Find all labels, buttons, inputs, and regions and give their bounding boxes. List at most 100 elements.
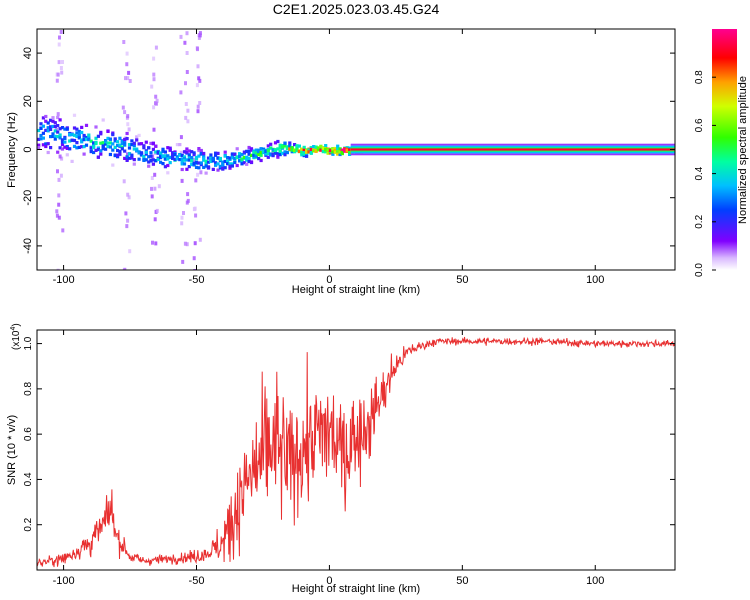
spectrogram-cell [113,137,117,141]
spectrogram-cell [163,150,167,154]
spectrogram-cell [240,162,244,166]
spectrogram-streak-cell [128,79,132,83]
spectrogram-cell [180,167,184,172]
spectrogram-streak-cell [125,51,129,56]
spectrogram-streak-cell [58,35,61,40]
spectrogram-cell [223,159,227,164]
spectrogram-cell [94,141,98,146]
spectrogram-cell [331,150,335,154]
spectrogram-cell [259,158,263,163]
spectrogram-cell [290,146,294,150]
spectrogram-cell [58,146,62,150]
spectrogram-cell [51,132,55,136]
spectrogram-cell [283,141,287,145]
spectrogram-cell [116,153,120,157]
spectrogram-cell [309,151,313,155]
spectrogram-cell [87,138,91,142]
spectrogram-cell [202,158,206,162]
spectrogram-cell [276,152,280,156]
spectrogram-cell [132,143,136,148]
spectrogram-cell [319,144,323,149]
spectrogram-cell [214,153,218,157]
spectrogram-cell [106,136,110,140]
spectrogram-streak-cell [59,173,63,178]
spectrogram-cell [343,149,347,153]
spectrogram-cell [37,143,41,147]
spectrogram-streak-cell [57,60,61,65]
spectrogram-cell [144,158,148,162]
spectrogram-cell [147,160,151,164]
spectrogram-cell [77,134,81,138]
spectrogram-cell [345,148,349,152]
spectrogram-streak-cell [127,195,131,200]
spectrogram-cell [293,143,297,147]
spectrogram-cell [283,150,287,154]
spectrogram-streak-cell [150,84,154,89]
spectrogram-cell [171,154,175,158]
spectrogram-streak-cell [199,170,203,175]
spectrogram-cell [104,139,108,143]
spectrogram-cell [123,156,127,160]
spectrogram-cell [340,150,344,155]
spectrogram-cell [266,149,270,153]
spectrogram-cell [132,158,136,162]
spectrogram-cell [242,161,246,165]
spectrogram-ridge-band [350,150,675,152]
spectrogram-streak-cell [154,241,158,246]
snr-y-tick-label: 0.8 [23,381,34,395]
spectrogram-cell [302,148,306,152]
spectrogram-cell [221,160,225,164]
spectrogram-cell [340,148,344,152]
spectrogram-cell [58,127,62,131]
spectrogram-cell [44,119,48,123]
spectrogram-y-label: Frequency (Hz) [6,112,18,188]
spectrogram-x-tick-label: 100 [586,274,604,286]
spectrogram-cell [336,146,340,151]
spectrogram-cell [209,157,213,161]
spectrogram-cell [307,148,311,152]
spectrogram-cell [68,139,72,143]
spectrogram-streak-cell [124,76,127,81]
spectrogram-cell [46,142,50,146]
spectrogram-streak-cell [183,40,187,45]
spectrogram-cell [240,153,244,157]
spectrogram-cell [72,126,77,130]
spectrogram-cell [144,150,148,154]
spectrogram-cell [151,147,155,151]
spectrogram-cell [41,124,45,128]
spectrogram-cell [233,152,237,157]
spectrogram-cell [53,129,57,133]
spectrogram-cell [80,145,84,149]
spectrogram-cell [137,142,141,146]
spectrogram-cell [309,146,313,150]
spectrogram-cell [305,154,309,158]
spectrogram-cell [149,151,153,155]
spectrogram-streak-cell [185,242,189,247]
spectrogram-cell [168,148,172,152]
spectrogram-streak-cell [198,237,202,242]
spectrogram-cell [295,144,299,148]
spectrogram-streak-cell [153,217,157,222]
spectrogram-cell [180,157,184,161]
spectrogram-cell [194,160,199,164]
spectrogram-cell [147,146,151,150]
spectrogram-cell [192,161,196,165]
snr-multiplier-close: ) [11,323,22,326]
spectrogram-cell [72,113,77,117]
spectrogram-cell [104,147,108,151]
spectrogram-cell [173,153,177,157]
spectrogram-cell [204,171,208,175]
spectrogram-cell [288,147,292,151]
spectrogram-streak-cell [196,64,200,69]
spectrogram-cell [180,160,184,164]
spectrogram-cell [194,155,199,159]
spectrogram-streak-cell [153,186,157,191]
spectrogram-cell [149,158,153,162]
spectrogram-streak-cell [58,154,62,159]
spectrogram-streak-cell [152,105,156,110]
spectrogram-cell [290,150,294,154]
spectrogram-streak-cell [125,224,129,229]
spectrogram-cell [321,150,325,154]
spectrogram-cell [75,146,79,150]
colorbar-tick-label: 0.2 [694,214,705,228]
